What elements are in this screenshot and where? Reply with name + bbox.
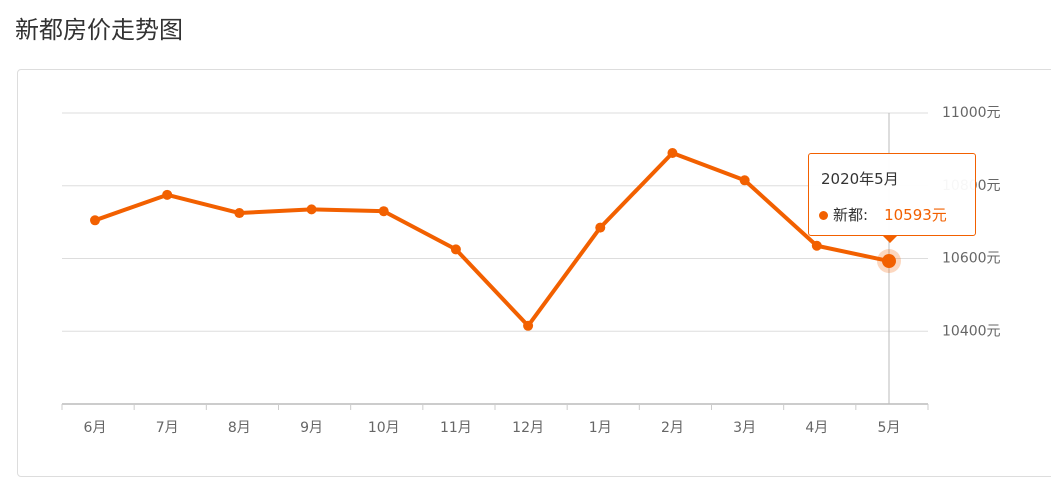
x-tick-label: 8月 [228, 420, 251, 436]
page-title: 新都房价走势图 [15, 16, 183, 44]
data-point [667, 148, 678, 159]
x-tick-label: 11月 [440, 420, 472, 436]
x-tick-label: 2月 [661, 420, 684, 436]
x-tick-label: 12月 [512, 420, 544, 436]
y-tick-label: 10600元 [942, 251, 1001, 267]
data-point [739, 175, 750, 186]
tooltip-marker [819, 211, 828, 220]
x-tick-label: 5月 [878, 420, 901, 436]
tooltip-title: 2020年5月 [821, 170, 899, 188]
x-tick-label: 7月 [156, 420, 179, 436]
data-point [811, 240, 822, 251]
tooltip-arrow [882, 235, 898, 243]
y-tick-label: 10400元 [942, 323, 1001, 339]
data-point [595, 222, 606, 233]
data-point [882, 254, 896, 269]
data-point [234, 208, 245, 219]
x-tick-label: 3月 [733, 420, 756, 436]
tooltip-value: 10593元 [884, 206, 947, 224]
data-point [523, 320, 534, 331]
data-point [450, 244, 461, 255]
data-point [306, 204, 317, 215]
data-point [378, 206, 389, 217]
series-line [94, 151, 890, 328]
tooltip-row: 新都: 10593元 [819, 204, 947, 225]
tooltip-label: 新都: [833, 206, 869, 224]
data-point [90, 215, 100, 226]
x-tick-label: 4月 [805, 420, 828, 436]
x-tick-label: 10月 [368, 420, 400, 436]
x-tick-label: 1月 [589, 420, 612, 436]
x-tick-label: 6月 [84, 420, 107, 436]
tooltip: 2020年5月 新都: 10593元 [808, 153, 976, 236]
y-tick-label: 11000元 [942, 105, 1001, 121]
data-point [162, 189, 173, 200]
x-tick-label: 9月 [300, 420, 323, 436]
chart-panel [17, 69, 1051, 477]
